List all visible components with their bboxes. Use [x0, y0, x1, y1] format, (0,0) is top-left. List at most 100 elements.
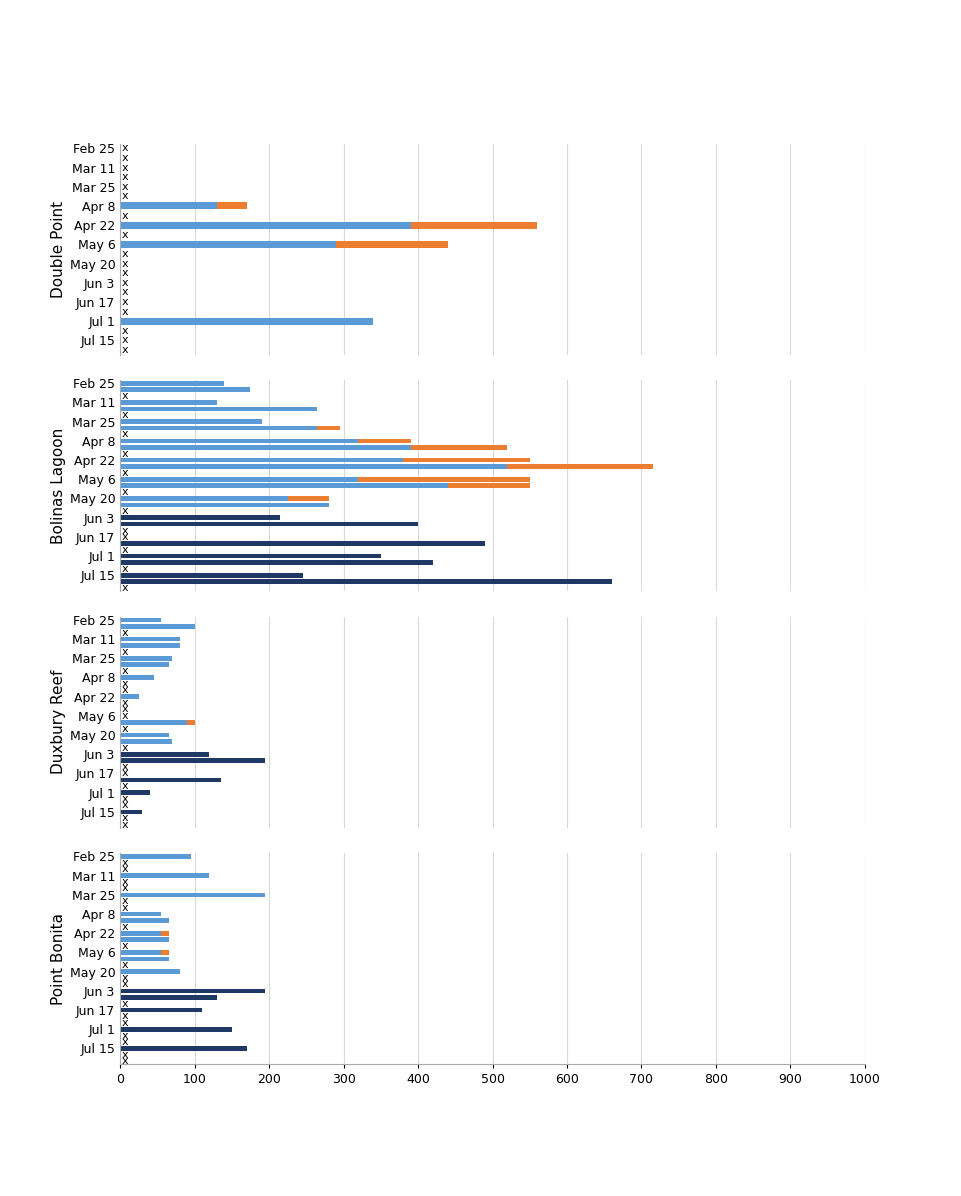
Text: x: x — [122, 794, 128, 804]
Bar — [410, 445, 507, 450]
Bar — [120, 541, 485, 545]
Text: x: x — [122, 999, 128, 1008]
Bar — [120, 382, 225, 385]
Bar — [120, 420, 261, 425]
Bar — [120, 758, 265, 763]
Bar — [120, 663, 168, 667]
Text: x: x — [122, 172, 128, 182]
Bar — [120, 439, 358, 444]
Text: x: x — [122, 144, 128, 153]
Bar — [217, 202, 247, 209]
Bar — [120, 240, 336, 248]
Text: x: x — [122, 506, 128, 517]
Text: x: x — [122, 865, 128, 874]
Bar — [120, 624, 194, 629]
Bar — [336, 240, 448, 248]
Text: x: x — [122, 960, 128, 970]
Text: x: x — [122, 297, 128, 307]
Text: x: x — [122, 544, 128, 555]
Bar — [120, 720, 187, 725]
Bar — [120, 739, 172, 744]
Bar — [120, 777, 221, 782]
Bar — [120, 791, 150, 795]
Bar — [120, 733, 168, 738]
Text: x: x — [122, 563, 128, 574]
Text: x: x — [122, 210, 128, 220]
Bar — [120, 810, 142, 814]
Text: x: x — [122, 487, 128, 498]
Bar — [120, 579, 612, 584]
Bar — [120, 515, 281, 520]
Text: x: x — [122, 974, 128, 983]
Text: x: x — [122, 532, 128, 542]
Bar — [120, 573, 303, 578]
Bar — [120, 636, 180, 641]
Text: x: x — [122, 922, 128, 932]
Text: x: x — [122, 1050, 128, 1060]
Text: x: x — [122, 287, 128, 298]
Text: x: x — [122, 698, 128, 708]
Bar — [120, 1046, 247, 1051]
Bar — [120, 957, 168, 962]
Bar — [120, 695, 138, 698]
Bar — [120, 464, 507, 469]
Text: x: x — [122, 1037, 128, 1046]
Text: x: x — [122, 306, 128, 317]
Bar — [120, 911, 161, 916]
Text: x: x — [122, 525, 128, 536]
Bar — [120, 873, 209, 878]
Text: x: x — [122, 410, 128, 420]
Text: x: x — [122, 1018, 128, 1027]
Text: x: x — [122, 584, 128, 593]
Text: x: x — [122, 258, 128, 269]
Text: x: x — [122, 858, 128, 868]
Bar — [120, 502, 329, 507]
Bar — [120, 655, 172, 660]
Bar — [120, 995, 217, 1000]
Text: x: x — [122, 896, 128, 907]
Text: x: x — [122, 980, 128, 989]
Text: x: x — [122, 429, 128, 439]
Text: x: x — [122, 724, 128, 733]
Bar — [507, 464, 653, 469]
Bar — [120, 458, 404, 463]
Text: x: x — [122, 191, 128, 201]
Bar — [120, 477, 358, 482]
Text: x: x — [122, 335, 128, 346]
Bar — [120, 969, 180, 974]
Bar — [120, 1008, 202, 1012]
Text: x: x — [122, 819, 128, 830]
Bar — [120, 318, 373, 324]
Text: x: x — [122, 628, 128, 637]
Bar — [317, 426, 340, 431]
Text: x: x — [122, 1012, 128, 1021]
Bar — [120, 554, 381, 559]
Text: x: x — [122, 781, 128, 792]
Text: x: x — [122, 877, 128, 887]
Text: x: x — [122, 1056, 128, 1067]
Text: x: x — [122, 249, 128, 258]
Text: x: x — [122, 685, 128, 695]
Text: x: x — [122, 448, 128, 459]
Bar — [120, 202, 217, 209]
Bar — [120, 892, 265, 897]
Bar — [404, 458, 530, 463]
Bar — [187, 720, 194, 725]
Bar — [120, 521, 418, 526]
Text: x: x — [122, 679, 128, 689]
Text: x: x — [122, 941, 128, 951]
Text: x: x — [122, 743, 128, 752]
Bar — [120, 919, 168, 923]
Text: x: x — [122, 325, 128, 336]
Bar — [120, 950, 161, 954]
Bar — [358, 477, 530, 482]
Bar — [120, 676, 154, 679]
Text: x: x — [122, 153, 128, 163]
Text: x: x — [122, 344, 128, 355]
Bar — [287, 496, 329, 501]
Bar — [120, 989, 265, 993]
Text: x: x — [122, 268, 128, 279]
Text: x: x — [122, 903, 128, 913]
Y-axis label: Double Point: Double Point — [51, 201, 66, 298]
Text: x: x — [122, 704, 128, 714]
